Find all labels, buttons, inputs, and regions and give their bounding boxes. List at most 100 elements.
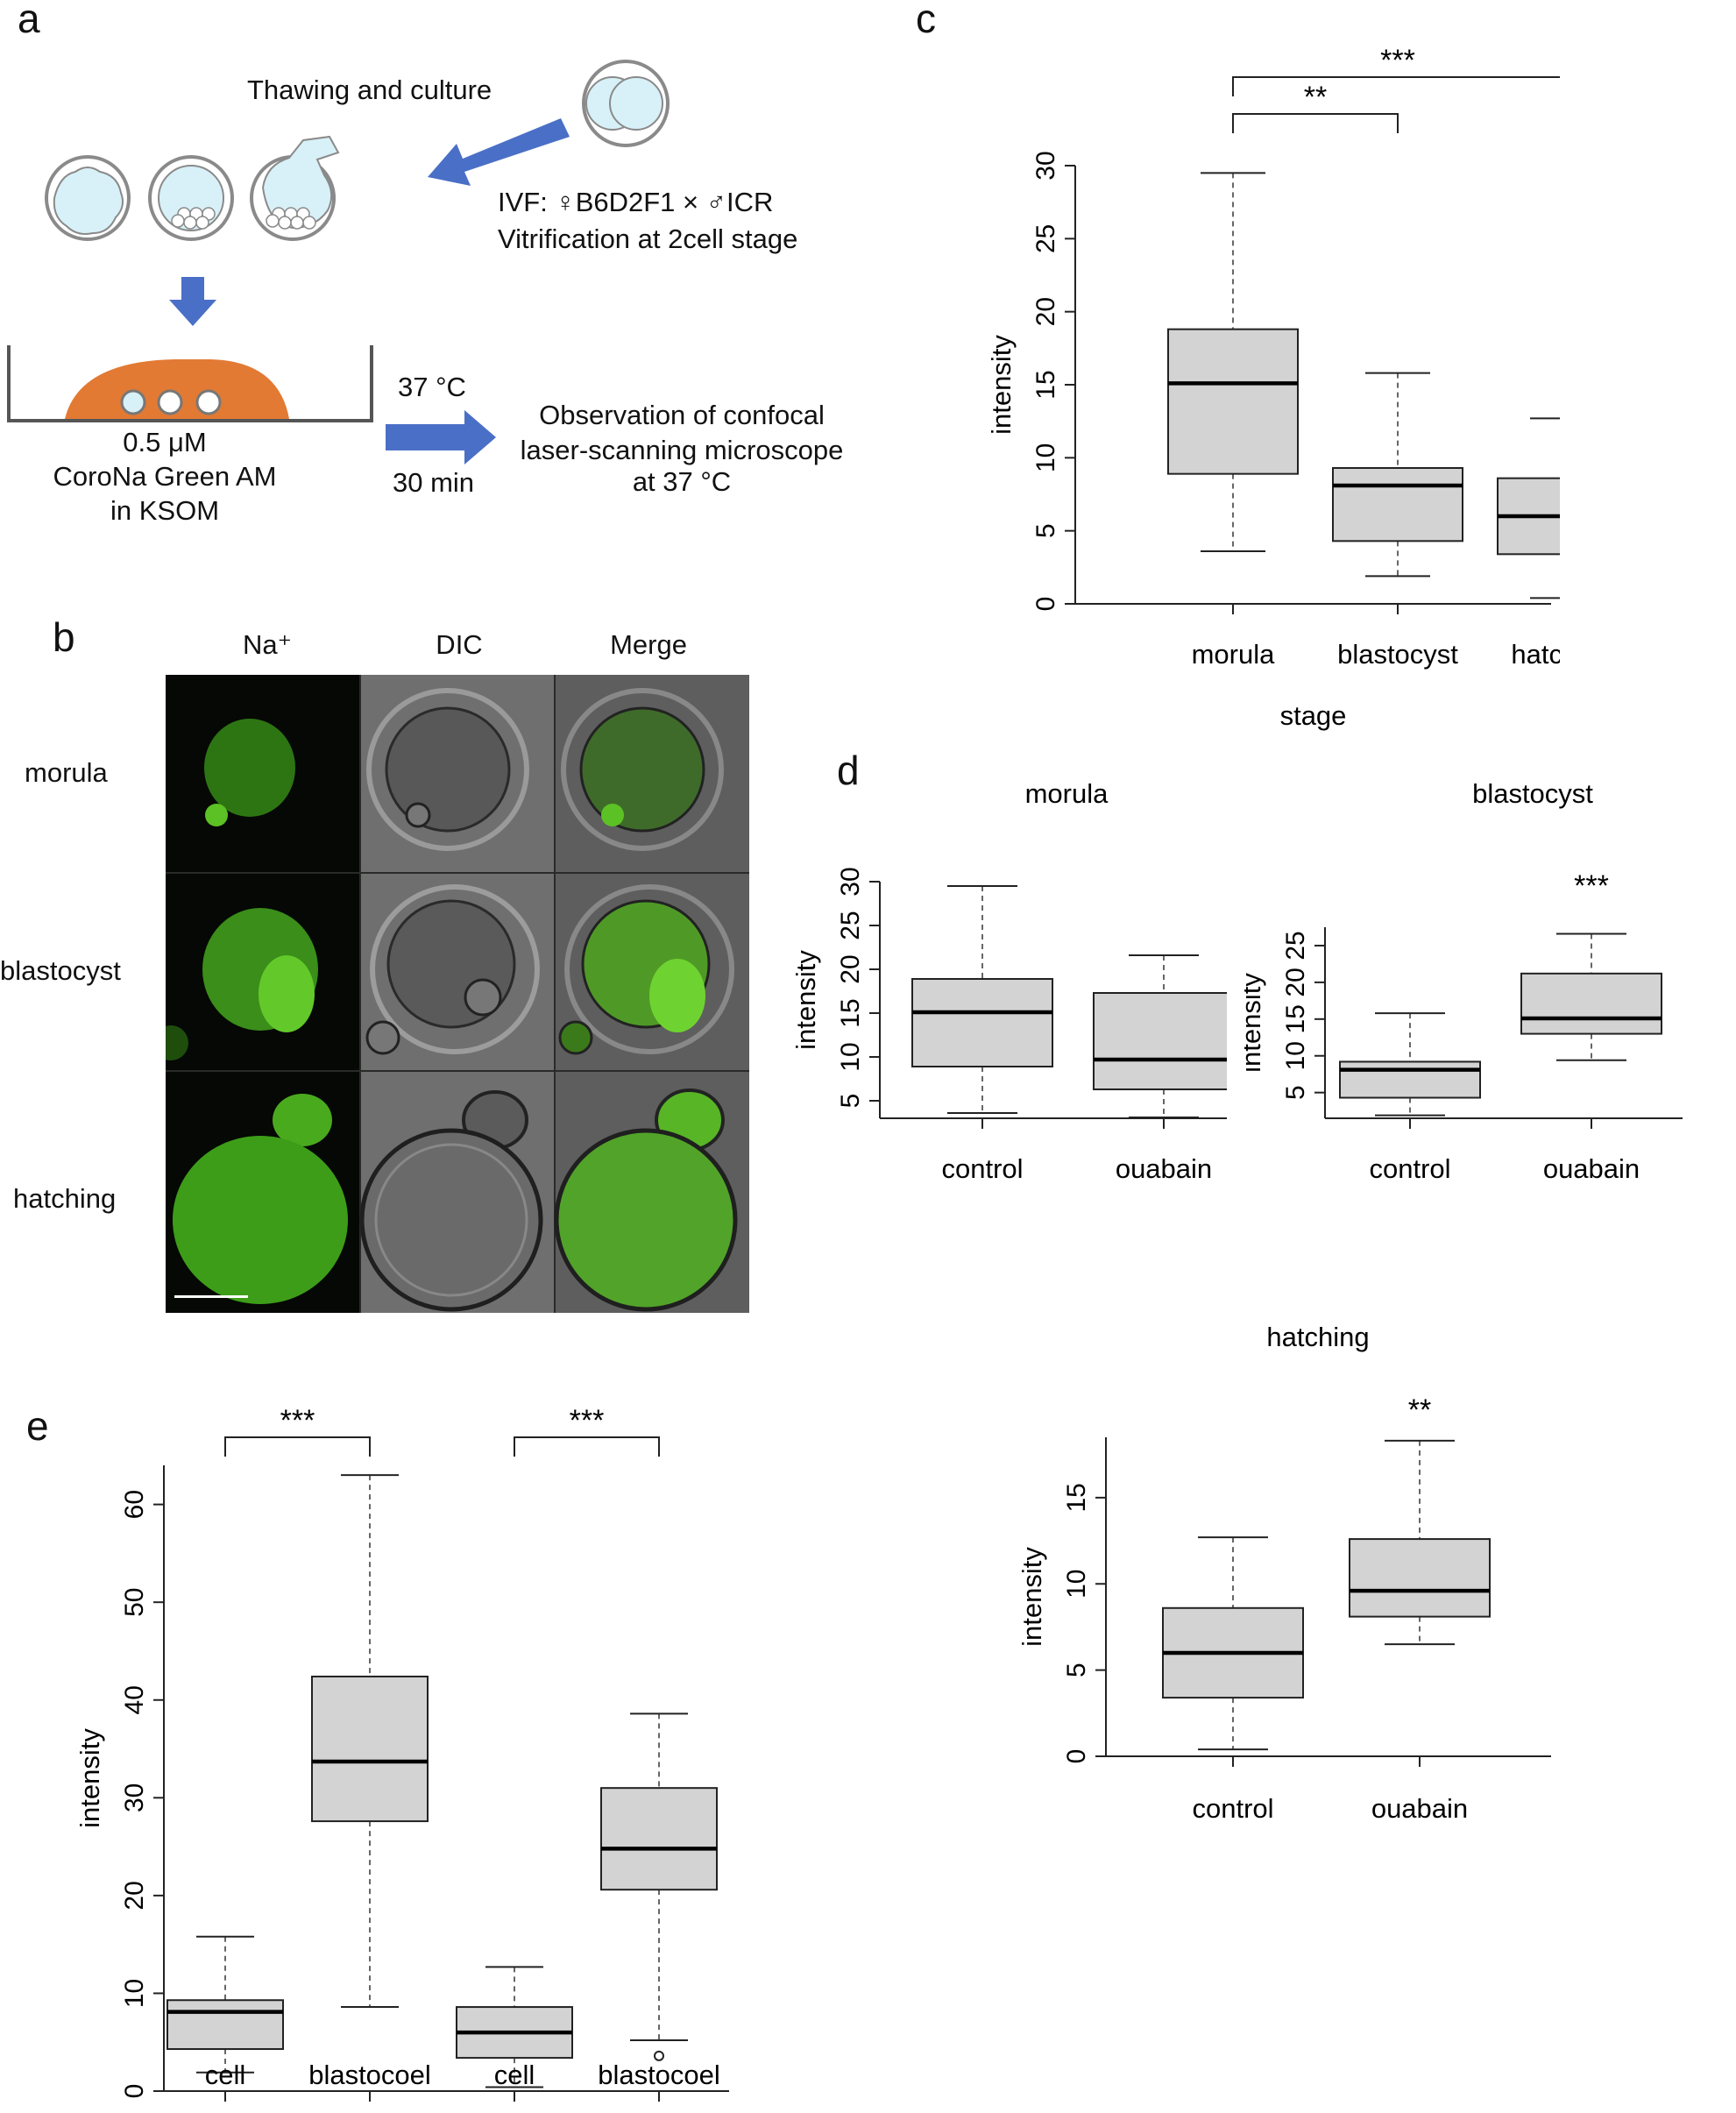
y-tick-label: 5	[1031, 523, 1060, 538]
scale-bar	[174, 1295, 248, 1298]
row-label-morula: morula	[25, 757, 108, 788]
morula-embryo-icon	[45, 155, 131, 241]
box-iqr	[1520, 972, 1662, 1035]
x-tick-label: blastocoel	[308, 2060, 431, 2090]
significance-label: **	[1408, 1393, 1431, 1427]
y-tick-label: 15	[1031, 370, 1060, 399]
x-axis-label: stage	[1280, 700, 1347, 731]
row-label-blastocyst: blastocyst	[0, 955, 121, 986]
panel-label-b: b	[53, 614, 75, 660]
y-tick-label: 15	[836, 998, 865, 1027]
y-tick-label: 20	[1281, 968, 1310, 996]
culture-dish	[7, 345, 373, 422]
y-tick-label: 30	[836, 867, 865, 896]
y-tick-label: 60	[120, 1490, 149, 1519]
column-label-na: Na⁺	[243, 629, 292, 660]
y-tick-label: 5	[1281, 1085, 1310, 1100]
chart-d-hatching: 0 5 10 15 intensity control ouabain ** hatching	[1017, 1322, 1551, 1824]
chart-title: morula	[1025, 778, 1109, 809]
micrograph-hatching-dic	[359, 1090, 543, 1312]
y-tick-label: 30	[1031, 151, 1060, 180]
y-tick-label: 0	[1062, 1749, 1091, 1764]
y-tick-label: 10	[836, 1042, 865, 1071]
right-arrow-icon	[386, 410, 496, 464]
hatching-embryo-icon	[250, 135, 340, 241]
y-tick-label: 10	[1062, 1570, 1091, 1599]
outlier-point	[654, 2050, 664, 2061]
micrograph-blastocyst-na	[166, 908, 318, 1060]
chart-e-cell-vs-blastocoel: 0 10 20 30 40 50 60 intensity cell blastocoel cell…	[74, 1404, 729, 2102]
vitrification-label: Vitrification at 2cell stage	[498, 223, 798, 254]
observation-line-1: Observation of confocal	[539, 400, 825, 430]
observation-line-2: laser-scanning microscope	[520, 435, 844, 465]
x-tick-label: hatching	[1511, 639, 1560, 670]
ivf-label: IVF: ♀B6D2F1 × ♂ICR	[498, 187, 774, 217]
experiment-schematic	[7, 60, 670, 464]
significance-label: **	[1304, 81, 1327, 114]
y-axis-label: intensity	[1017, 1547, 1047, 1647]
y-tick-label: 25	[1031, 224, 1060, 253]
y-tick-label: 15	[1062, 1483, 1091, 1512]
y-tick-label: 20	[1031, 297, 1060, 326]
y-axis-label: intensity	[790, 950, 821, 1050]
panel-label-a: a	[18, 0, 40, 41]
box-iqr	[1349, 1538, 1491, 1618]
dye-concentration: 0.5 μM	[123, 427, 207, 457]
significance-bracket	[1232, 76, 1560, 96]
column-label-merge: Merge	[610, 629, 687, 660]
thawing-label: Thawing and culture	[247, 74, 492, 105]
micrograph-grid	[166, 675, 749, 1313]
row-label-hatching: hatching	[13, 1183, 117, 1214]
x-tick-label: control	[1369, 1153, 1450, 1184]
y-tick-label: 15	[1281, 1004, 1310, 1033]
x-tick-label: cell	[205, 2060, 246, 2090]
chart-d-morula: 5 10 15 20 25 30 intensity control ouabain morula	[790, 778, 1227, 1184]
x-tick-label: control	[1192, 1793, 1273, 1824]
x-tick-label: morula	[1192, 639, 1276, 670]
column-label-dic: DIC	[436, 629, 483, 660]
box-iqr	[1093, 992, 1227, 1090]
significance-bracket	[1232, 113, 1399, 133]
box-iqr	[167, 1999, 284, 2051]
chart-title: blastocyst	[1472, 778, 1593, 809]
arrow-icon	[428, 118, 570, 186]
y-tick-label: 30	[120, 1783, 149, 1812]
x-tick-label: control	[941, 1153, 1023, 1184]
y-tick-label: 40	[120, 1685, 149, 1714]
y-tick-label: 10	[1031, 443, 1060, 472]
panel-label-c: c	[916, 0, 936, 41]
chart-c-stage-intensity: 0 5 10 15 20 25 30 intensity morula blastocyst hat…	[986, 44, 1560, 731]
significance-label: ***	[1574, 869, 1609, 903]
down-arrow-icon	[169, 277, 216, 326]
y-tick-label: 20	[120, 1881, 149, 1910]
significance-bracket	[224, 1436, 371, 1457]
panel-label-e: e	[26, 1403, 49, 1449]
dye-name: CoroNa Green AM	[53, 461, 277, 492]
y-tick-label: 20	[836, 954, 865, 983]
micrograph-blastocyst-merge	[558, 884, 734, 1055]
blastocyst-embryo-icon	[148, 155, 234, 241]
box-iqr	[600, 1787, 718, 1891]
significance-label: ***	[1380, 44, 1415, 77]
box-iqr	[1167, 328, 1299, 475]
x-tick-label: ouabain	[1543, 1153, 1640, 1184]
micrograph-morula-dic	[366, 688, 529, 851]
incubation-time: 30 min	[393, 467, 475, 498]
y-tick-label: 5	[836, 1094, 865, 1109]
panel-label-d: d	[837, 748, 860, 793]
y-tick-label: 0	[120, 2084, 149, 2099]
chart-d-blastocyst: 5 10 15 20 25 intensity control ouabain *** blast…	[1244, 778, 1683, 1184]
micrograph-hatching-merge	[554, 1088, 738, 1312]
y-tick-label: 0	[1031, 597, 1060, 612]
y-tick-label: 50	[120, 1588, 149, 1617]
y-tick-label: 5	[1062, 1663, 1091, 1677]
x-tick-label: blastocoel	[598, 2060, 720, 2090]
significance-label: ***	[280, 1404, 315, 1437]
micrograph-morula-na	[204, 719, 295, 826]
y-tick-label: 10	[1281, 1041, 1310, 1070]
significance-label: ***	[570, 1404, 605, 1437]
observation-line-3: at 37 °C	[632, 466, 732, 497]
incubation-temperature: 37 °C	[398, 372, 466, 402]
significance-bracket	[514, 1436, 660, 1457]
micrograph-morula-merge	[561, 688, 724, 851]
